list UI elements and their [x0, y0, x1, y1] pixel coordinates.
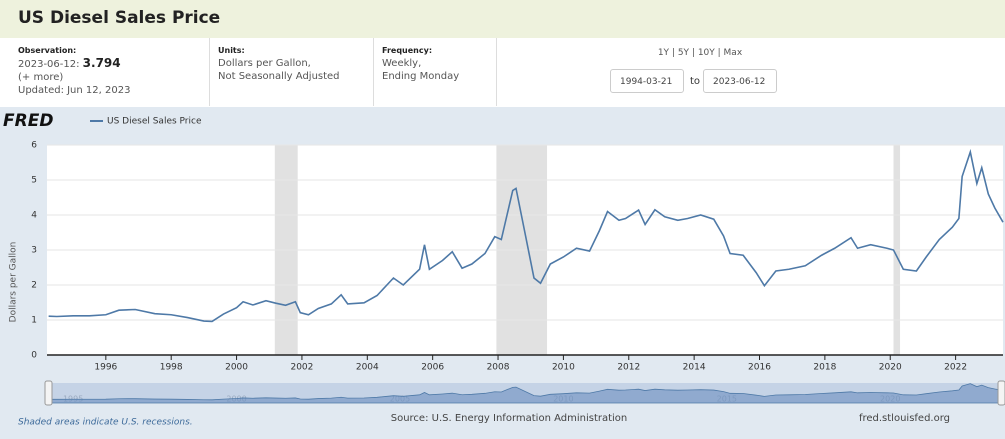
- navigator-handle[interactable]: [997, 380, 1005, 406]
- to: to: [690, 76, 701, 87]
- site: fred.stlouisfed.org: [859, 413, 950, 424]
- navigator-handle[interactable]: [44, 380, 53, 406]
- text: Not Seasonally Adjusted: [218, 71, 340, 82]
- y-tick-label: 1: [31, 316, 37, 326]
- range-button[interactable]: 10Y: [697, 48, 715, 58]
- x-tick-label: 2016: [748, 363, 771, 373]
- frequency: Frequency: Weekly, Ending Monday: [373, 38, 497, 106]
- navigator-area: [48, 383, 1004, 404]
- x-tick-label: 1998: [160, 363, 183, 373]
- y-axis-label: Dollars per Gallon: [9, 242, 19, 323]
- series-line: [48, 148, 1004, 323]
- header: US Diesel Sales Price: [0, 0, 1005, 38]
- more-link[interactable]: (+ more): [18, 72, 64, 83]
- y-tick-label: 2: [31, 281, 37, 291]
- chart: FRED Dollars per Gallon Shaded areas ind…: [0, 107, 1005, 439]
- x-tick-label: 2008: [487, 363, 510, 373]
- y-tick-label: 3: [31, 246, 37, 256]
- text: Dollars per Gallon,: [218, 58, 311, 69]
- y-tick-label: 0: [31, 351, 37, 361]
- end-date[interactable]: 2023-06-12: [703, 69, 777, 93]
- text: Ending Monday: [382, 71, 460, 82]
- range-button[interactable]: 5Y: [677, 48, 690, 58]
- legend-label: US Diesel Sales Price: [107, 117, 202, 127]
- x-tick-label: 2006: [421, 363, 444, 373]
- y-tick-label: 6: [31, 141, 37, 151]
- range-button[interactable]: Max: [723, 48, 743, 58]
- x-tick-label: 2002: [290, 363, 313, 373]
- updated: Updated: Jun 12, 2023: [18, 85, 131, 96]
- source: Source: U.S. Energy Information Administ…: [391, 413, 628, 424]
- y-tick-label: 4: [31, 211, 37, 221]
- observation: Observation: 2023-06-12: 3.794 (+ more) …: [18, 38, 208, 106]
- date: 2023-06-12:: [18, 59, 80, 70]
- y-tick-label: 5: [31, 176, 37, 186]
- range-button[interactable]: 1Y: [657, 48, 670, 58]
- label: Observation:: [18, 46, 77, 55]
- range-buttons: 1Y | 5Y | 10Y | Max: [657, 48, 743, 58]
- units: Units: Dollars per Gallon, Not Seasonall…: [209, 38, 373, 106]
- x-tick-label: 2004: [356, 363, 379, 373]
- x-tick-label: 2022: [944, 363, 967, 373]
- value: 3.794: [82, 56, 121, 70]
- x-tick-label: 2000: [225, 363, 248, 373]
- x-tick-label: 2014: [683, 363, 706, 373]
- footer-note: Shaded areas indicate U.S. recessions.: [18, 418, 193, 428]
- title: US Diesel Sales Price: [18, 8, 221, 28]
- x-tick-label: 2018: [813, 363, 836, 373]
- x-tick-label: 1996: [94, 363, 117, 373]
- start-date[interactable]: 1994-03-21: [610, 69, 684, 93]
- x-tick-label: 2020: [879, 363, 902, 373]
- logo: FRED: [3, 111, 53, 131]
- x-tick-label: 2010: [552, 363, 575, 373]
- text: Weekly,: [382, 58, 422, 69]
- x-tick-label: 2012: [617, 363, 640, 373]
- label: Units:: [218, 46, 245, 55]
- label: Frequency:: [382, 46, 433, 55]
